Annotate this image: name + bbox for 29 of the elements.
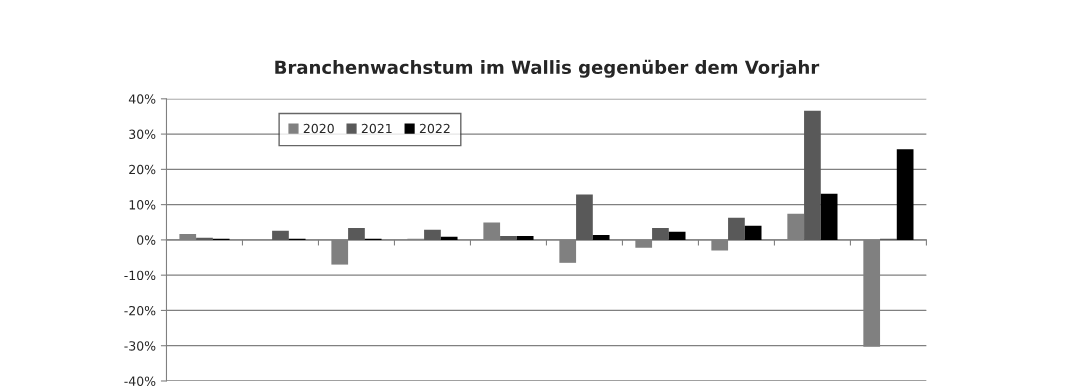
bar [196, 237, 213, 240]
bar [516, 236, 534, 240]
y-tick-label: 10% [129, 200, 156, 210]
bar [652, 227, 669, 240]
bar [804, 110, 821, 240]
bar [820, 193, 838, 240]
legend-label: 2022 [419, 123, 450, 134]
y-tick-label: -40% [124, 376, 156, 386]
chart-title: Branchenwachstum im Wallis gegenüber dem Vorjahr [275, 59, 820, 78]
bar [424, 229, 441, 240]
bar [272, 230, 289, 240]
y-tick-label: 20% [129, 164, 156, 175]
bar [576, 194, 593, 240]
bar [728, 217, 745, 240]
y-tick-label: 40% [128, 94, 156, 104]
bar [896, 149, 914, 240]
bar [500, 236, 517, 240]
bar [348, 227, 365, 240]
bar [668, 231, 686, 240]
legend-label: 2021 [361, 123, 392, 134]
y-tick-label: 0% [137, 235, 156, 245]
y-tick-label: -10% [124, 270, 156, 281]
bar [592, 234, 610, 240]
legend-label: 2020 [303, 123, 334, 134]
bar [440, 236, 458, 240]
y-tick-label: -30% [124, 341, 156, 351]
y-tick-label: 30% [129, 129, 156, 140]
bar [744, 225, 762, 240]
y-tick-label: -20% [124, 305, 156, 316]
